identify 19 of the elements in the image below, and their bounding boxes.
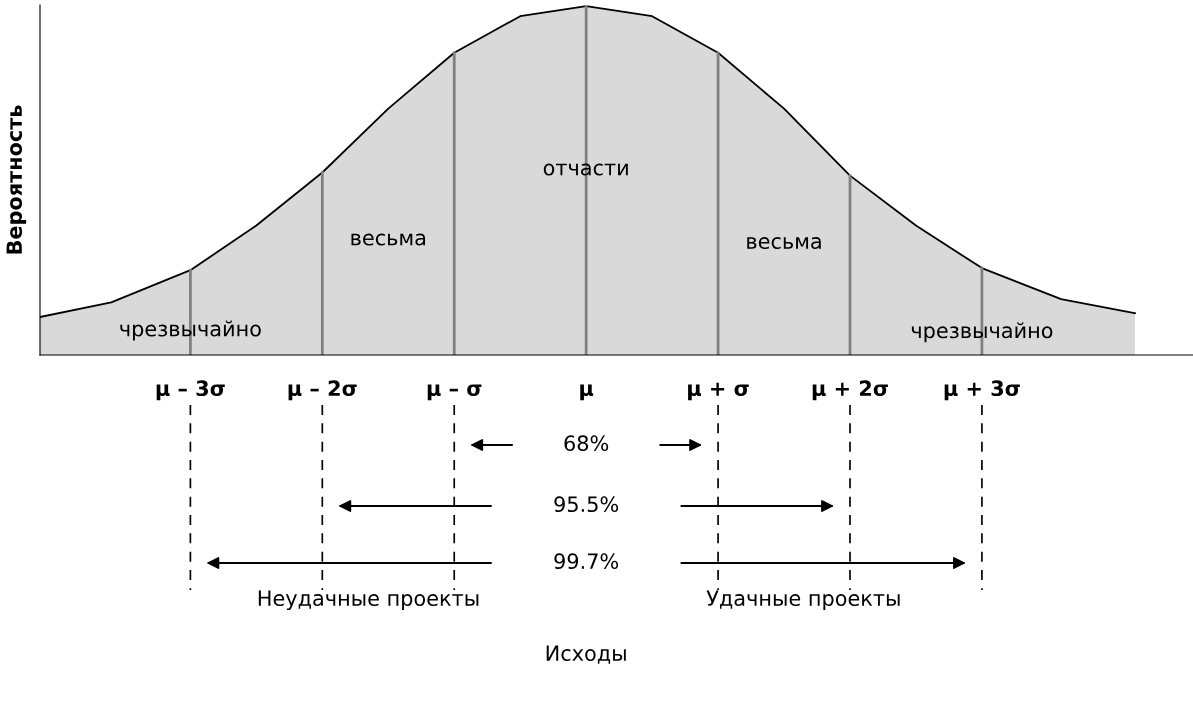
annotation: весьма: [747, 237, 821, 250]
text: Исходы: [546, 645, 626, 664]
text: 68%: [564, 435, 609, 452]
x-tick-label: μ – 3σ: [156, 380, 225, 401]
x-tick-label: μ + σ: [688, 382, 749, 401]
annotation: чрезвычайно: [120, 320, 261, 341]
annotation: чрезвычайно: [911, 322, 1053, 343]
text: 99.7%: [554, 553, 619, 570]
y-axis-title: Вероятность: [6, 105, 27, 254]
x-tick-label: μ + 2σ: [812, 380, 888, 401]
x-tick-label: μ – σ: [427, 384, 482, 401]
x-tick-label: μ: [580, 384, 594, 401]
x-tick-label: μ – 2σ: [288, 380, 357, 401]
text: Удачные проекты: [706, 590, 900, 611]
annotation: отчасти: [543, 163, 628, 176]
text: Неудачные проекты: [258, 590, 479, 611]
x-tick-label: μ + 3σ: [944, 380, 1020, 401]
text: 95.5%: [554, 496, 619, 513]
annotation: весьма: [351, 233, 426, 246]
